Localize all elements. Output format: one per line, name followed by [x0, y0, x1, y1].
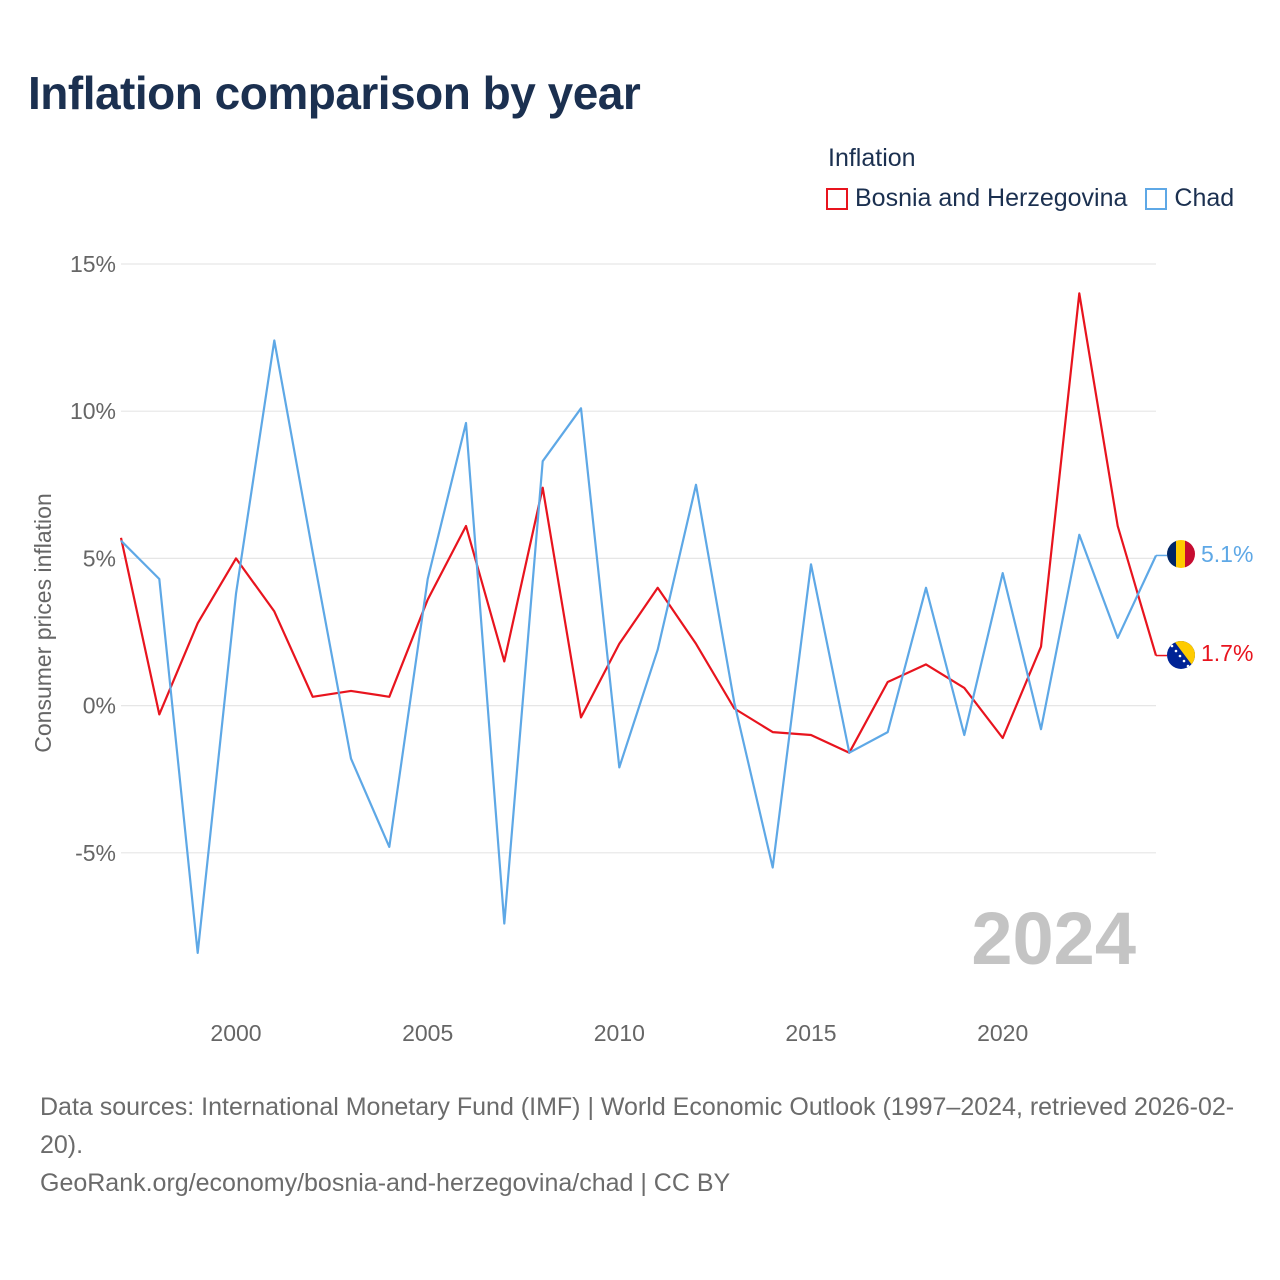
- x-tick-label: 2015: [785, 1020, 836, 1046]
- legend-swatch-chad: [1145, 187, 1168, 210]
- legend-title: Inflation: [828, 144, 916, 172]
- y-axis-label: Consumer prices inflation: [30, 493, 56, 753]
- legend-swatch-bosnia: [826, 187, 848, 210]
- y-tick-label: 5%: [83, 545, 116, 571]
- legend-item-bosnia[interactable]: Bosnia and Herzegovina: [826, 184, 1127, 213]
- source-url[interactable]: GeoRank.org/economy/bosnia-and-herzegovi…: [40, 1169, 731, 1197]
- data-sources: Data sources: International Monetary Fun…: [40, 1093, 1235, 1159]
- x-tick-label: 2005: [402, 1020, 453, 1046]
- line-chart: -5% 0% 5% 10% 15% 2000 2005 2010 2015 2020 Consu…: [30, 251, 1253, 1046]
- legend-label-chad: Chad: [1174, 184, 1235, 212]
- y-axis-ticks: -5% 0% 5% 10% 15%: [70, 251, 116, 866]
- y-tick-label: -5%: [75, 840, 116, 866]
- series-line-bosnia[interactable]: [119, 292, 1158, 754]
- chad-end-label: 5.1%: [1201, 541, 1253, 567]
- series-lines: [119, 292, 1167, 955]
- x-tick-label: 2010: [594, 1020, 645, 1046]
- footer: Data sources: International Monetary Fun…: [40, 1088, 1250, 1202]
- y-tick-label: 10%: [70, 398, 116, 424]
- y-tick-label: 15%: [70, 251, 116, 277]
- y-tick-label: 0%: [83, 693, 116, 719]
- legend: Bosnia and Herzegovina Chad: [826, 184, 1234, 213]
- series-line-chad[interactable]: [120, 339, 1157, 955]
- bosnia-flag-icon: [1167, 641, 1195, 669]
- chart-title: Inflation comparison by year: [28, 67, 641, 119]
- x-axis-ticks: 2000 2005 2010 2015 2020: [210, 1020, 1028, 1046]
- legend-label-bosnia: Bosnia and Herzegovina: [855, 184, 1128, 212]
- x-tick-label: 2000: [210, 1020, 261, 1046]
- year-watermark: 2024: [971, 897, 1136, 980]
- x-tick-label: 2020: [977, 1020, 1028, 1046]
- legend-item-chad[interactable]: Chad: [1145, 184, 1234, 213]
- chad-flag-icon: [1167, 540, 1195, 568]
- bosnia-end-label: 1.7%: [1201, 640, 1253, 666]
